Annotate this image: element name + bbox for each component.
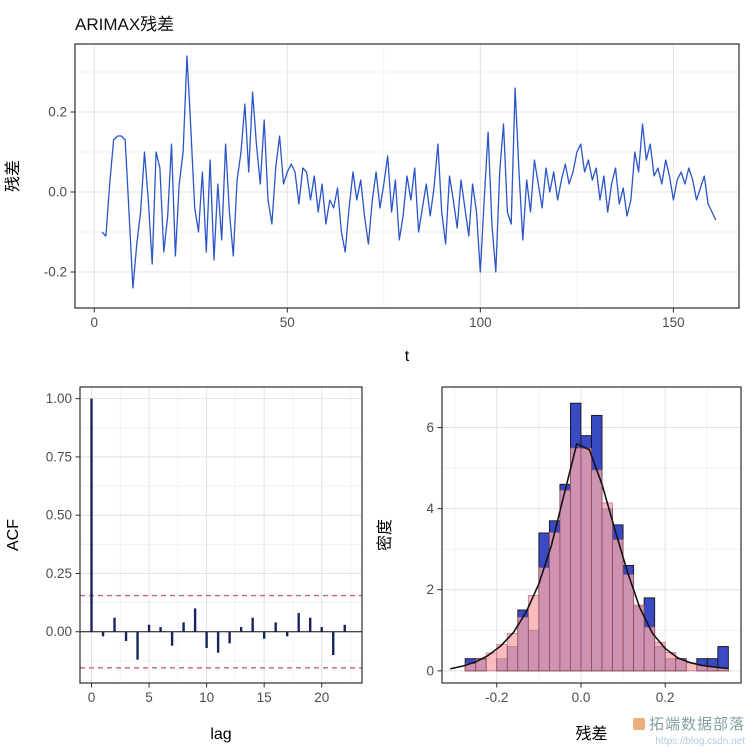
y-tick-label: 2 bbox=[426, 582, 434, 597]
x-tick-label: 15 bbox=[257, 690, 272, 705]
density-bar bbox=[527, 595, 540, 672]
x-axis-title: lag bbox=[210, 726, 231, 743]
x-tick-label: 100 bbox=[469, 315, 492, 330]
x-tick-label: 0 bbox=[88, 690, 96, 705]
x-tick-label: 20 bbox=[314, 690, 329, 705]
panel-border bbox=[441, 386, 742, 684]
density-bar bbox=[517, 616, 529, 672]
density-bar bbox=[538, 567, 550, 672]
density-bar bbox=[506, 633, 519, 672]
y-axis-title: ACF bbox=[5, 519, 22, 551]
density-curve bbox=[450, 443, 729, 670]
y-tick-label: 1.00 bbox=[46, 391, 72, 406]
y-tick-label: 0.0 bbox=[48, 185, 67, 200]
y-tick-label: 0.2 bbox=[48, 105, 67, 120]
x-tick-label: 50 bbox=[280, 315, 295, 330]
minor-gridlines bbox=[75, 44, 739, 308]
x-tick-label: -0.2 bbox=[485, 690, 508, 705]
y-tick-label: 4 bbox=[426, 501, 434, 516]
density-bar bbox=[622, 574, 635, 672]
x-tick-label: 0.2 bbox=[656, 690, 675, 705]
histogram-panel: -0.2 0.0 0.2 0 2 4 6 残差 密度 bbox=[372, 375, 753, 753]
y-tick-label: 0 bbox=[426, 663, 434, 678]
y-tick-label: 6 bbox=[426, 420, 434, 435]
minor-gridlines bbox=[80, 387, 362, 683]
timeseries-panel: 0 50 100 150 -0.2 0.0 0.2 t 残差 bbox=[0, 34, 753, 375]
density-bar bbox=[612, 539, 624, 672]
density-bar bbox=[548, 532, 561, 672]
acf-panel: 0 5 10 15 20 0.00 0.25 0.50 0.75 1.00 lag ACF bbox=[0, 375, 372, 753]
y-tick-label: 0.75 bbox=[46, 449, 72, 464]
major-gridlines bbox=[75, 44, 739, 308]
y-tick-label: 0.25 bbox=[46, 566, 72, 581]
x-axis-title: t bbox=[405, 348, 410, 365]
panel-border bbox=[79, 386, 363, 684]
timeseries-chart: 0 50 100 150 -0.2 0.0 0.2 t 残差 bbox=[4, 43, 740, 365]
axis-ticks: 0 5 10 15 20 0.00 0.25 0.50 0.75 1.00 bbox=[46, 391, 330, 705]
x-axis-title: 残差 bbox=[575, 725, 607, 743]
acf-chart: 0 5 10 15 20 0.00 0.25 0.50 0.75 1.00 lag ACF bbox=[5, 386, 363, 743]
y-tick-label: -0.2 bbox=[44, 265, 67, 280]
axis-ticks: 0 50 100 150 -0.2 0.0 0.2 bbox=[44, 105, 685, 331]
y-tick-label: 0.00 bbox=[46, 624, 72, 639]
residual-line bbox=[101, 55, 717, 289]
x-tick-label: 0 bbox=[91, 315, 99, 330]
density-bar bbox=[559, 489, 571, 672]
histogram-chart: -0.2 0.0 0.2 0 2 4 6 残差 密度 bbox=[376, 386, 742, 743]
panel-background bbox=[80, 387, 362, 683]
axis-ticks: -0.2 0.0 0.2 0 2 4 6 bbox=[426, 420, 674, 705]
y-axis-title: 密度 bbox=[376, 519, 394, 551]
density-bar bbox=[580, 447, 592, 672]
x-tick-label: 150 bbox=[662, 315, 685, 330]
x-tick-label: 10 bbox=[199, 690, 214, 705]
density-bar bbox=[570, 447, 582, 672]
panel-border bbox=[74, 43, 740, 309]
y-tick-label: 0.50 bbox=[46, 508, 72, 523]
chart-title: ARIMAX残差 bbox=[75, 15, 175, 34]
x-tick-label: 5 bbox=[145, 690, 153, 705]
density-bar bbox=[591, 469, 603, 672]
x-tick-label: 0.0 bbox=[572, 690, 591, 705]
density-bar bbox=[601, 502, 613, 672]
y-axis-title: 残差 bbox=[4, 160, 22, 192]
